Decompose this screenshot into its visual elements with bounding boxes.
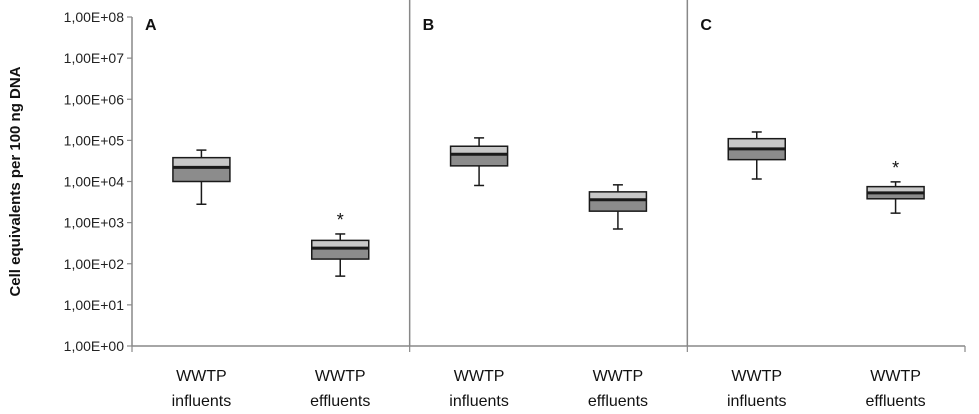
x-category-label: WWTP (593, 368, 644, 385)
y-axis: 1,00E+00 1,00E+01 1,00E+02 1,00E+03 1,00E+04… (64, 9, 965, 354)
box-wwtp-effluents: WWTP effluents (588, 184, 648, 410)
y-tick-label: 1,00E+03 (64, 215, 125, 231)
box-wwtp-influents: WWTP influents (727, 131, 787, 410)
panel-label: C (700, 17, 712, 34)
x-category-label: WWTP (315, 368, 366, 385)
box-wwtp-effluents: * WWTP effluents (310, 210, 370, 410)
panel-label: A (145, 17, 157, 34)
x-category-label: WWTP (870, 368, 921, 385)
x-category-label: WWTP (454, 368, 505, 385)
panel-label: B (423, 17, 435, 34)
box-outline (172, 156, 231, 183)
x-category-label: effluents (865, 393, 925, 410)
box-lower-half (450, 154, 508, 166)
box-upper-half (728, 138, 786, 149)
box-upper-half (450, 146, 508, 155)
box-upper-half (589, 191, 647, 200)
box-wwtp-effluents: * WWTP effluents (865, 158, 925, 410)
y-tick-label: 1,00E+01 (64, 297, 125, 313)
panel-c: C WWTP influents * WWTP effluents (686, 0, 966, 410)
box-lower-half (589, 199, 647, 212)
x-category-label: influents (727, 393, 787, 410)
significance-marker: * (892, 158, 899, 178)
x-category-label: influents (172, 393, 232, 410)
x-category-label: influents (449, 393, 509, 410)
box-lower-half (172, 167, 230, 182)
significance-marker: * (337, 210, 344, 230)
x-category-label: effluents (588, 393, 648, 410)
x-category-label: effluents (310, 393, 370, 410)
y-axis-label: Cell equivalents per 100 ng DNA (7, 66, 24, 296)
y-tick-label: 1,00E+02 (64, 256, 125, 272)
box-lower-half (728, 148, 786, 160)
y-tick-label: 1,00E+07 (64, 50, 125, 66)
box-outline (449, 145, 509, 167)
panels: A WWTP influents * WWTP effluents B WWTP influen… (131, 0, 966, 410)
panel-a: A WWTP influents * WWTP effluents (131, 17, 411, 410)
y-tick-label: 1,00E+05 (64, 132, 125, 148)
x-category-label: WWTP (176, 368, 227, 385)
panel-b: B WWTP influents WWTP effluents (408, 0, 688, 410)
box-upper-half (172, 157, 230, 168)
box-outline (311, 239, 370, 260)
y-tick-label: 1,00E+00 (64, 338, 125, 354)
y-tick-label: 1,00E+08 (64, 9, 125, 25)
y-tick-label: 1,00E+04 (64, 174, 125, 190)
y-tick-label: 1,00E+06 (64, 91, 125, 107)
box-lower-half (311, 248, 369, 260)
box-wwtp-influents: WWTP influents (172, 149, 232, 410)
box-wwtp-influents: WWTP influents (449, 137, 509, 410)
box-lower-half (867, 192, 925, 199)
x-category-label: WWTP (731, 368, 782, 385)
box-outline (588, 191, 648, 212)
box-upper-half (311, 240, 369, 249)
box-upper-half (867, 186, 925, 193)
